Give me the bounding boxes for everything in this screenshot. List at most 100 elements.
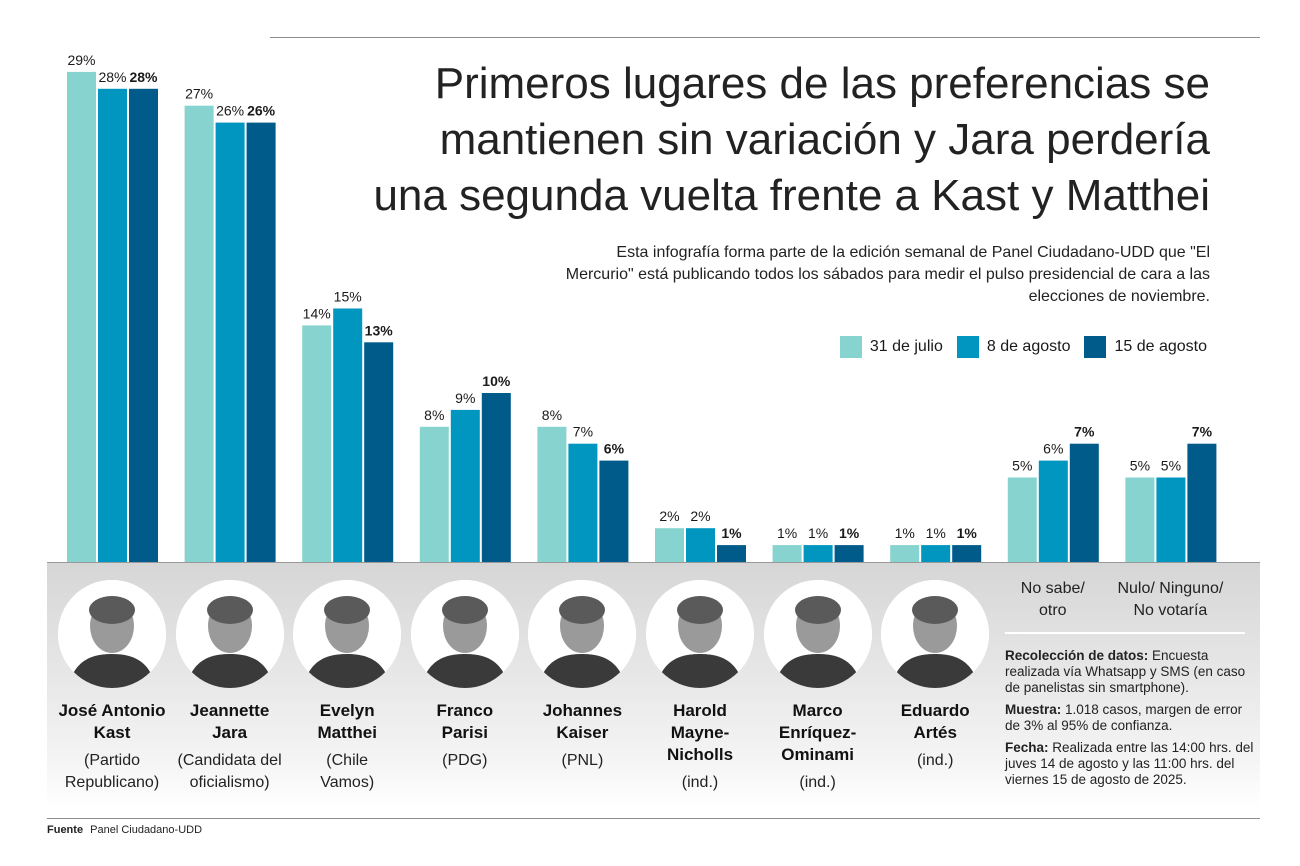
- bar-5-series-3: [599, 460, 629, 562]
- bar-10-series-2: [1156, 477, 1186, 562]
- value-label-9-series-3: 7%: [1074, 424, 1095, 440]
- value-label-8-series-2: 1%: [926, 525, 946, 541]
- bottom-rule: [47, 818, 1260, 819]
- legend-item-series-1: 31 de julio: [839, 336, 943, 358]
- bar-1-series-2: [98, 88, 127, 563]
- candidate-name: Marco Enríquez- Ominami: [759, 700, 877, 766]
- legend-swatch-series-1: [839, 336, 862, 358]
- candidate-name-line: Nicholls: [666, 745, 734, 764]
- candidate-name: Harold Mayne- Nicholls: [641, 700, 759, 766]
- candidate-name-line: Harold: [673, 701, 727, 720]
- value-label-1-series-3: 28%: [129, 69, 158, 85]
- source-text: Panel Ciudadano-UDD: [90, 824, 203, 836]
- bar-7-series-1: [772, 545, 802, 562]
- candidate-name-line: Evelyn: [319, 701, 375, 720]
- candidate-2: Jeannette Jara (Candidata del oficialismo): [171, 580, 289, 794]
- bar-2-series-1: [184, 105, 214, 562]
- value-label-4-series-1: 8%: [424, 407, 444, 423]
- value-label-10-series-1: 5%: [1130, 458, 1150, 474]
- legend-label-series-1: 31 de julio: [869, 338, 943, 355]
- bar-7-series-2: [803, 545, 833, 562]
- candidate-name-line: Franco: [436, 701, 494, 720]
- legend-label-series-2: 8 de agosto: [986, 338, 1071, 355]
- candidate-photo: [528, 580, 637, 688]
- candidate-name-line: Enríquez-: [778, 723, 857, 742]
- value-label-2-series-2: 26%: [216, 103, 244, 119]
- value-label-6-series-2: 2%: [690, 508, 710, 524]
- note-sample: Muestra: 1.018 casos, margen de error de…: [1005, 702, 1243, 733]
- value-label-1-series-2: 28%: [98, 69, 126, 85]
- candidate-party-line: Vamos): [320, 774, 375, 791]
- value-label-5-series-2: 7%: [573, 424, 593, 440]
- candidate-name-line: Ominami: [781, 745, 854, 764]
- bar-2-series-2: [215, 122, 245, 562]
- candidate-name: Evelyn Matthei: [288, 700, 406, 744]
- bar-8-series-1: [890, 545, 920, 562]
- candidate-7: Marco Enríquez- Ominami (ind.): [759, 580, 877, 794]
- value-label-4-series-2: 9%: [455, 390, 475, 406]
- value-label-3-series-1: 14%: [303, 305, 331, 321]
- candidate-party-line: (ind.): [916, 752, 954, 769]
- value-label-3-series-2: 15%: [334, 289, 362, 305]
- candidate-party-line: Republicano): [64, 774, 160, 791]
- bar-8-series-2: [921, 545, 951, 562]
- bar-5-series-2: [568, 443, 598, 562]
- bar-4-series-2: [450, 409, 480, 562]
- bar-5-series-1: [537, 426, 567, 562]
- bar-10-series-3: [1187, 443, 1217, 562]
- bar-7-series-3: [834, 545, 864, 562]
- candidate-photo: [58, 580, 166, 688]
- candidate-party-line: (ind.): [681, 774, 719, 791]
- candidate-party: (PNL): [523, 750, 641, 772]
- legend-swatch-series-2: [956, 336, 979, 358]
- bar-2-series-3: [246, 122, 276, 562]
- candidate-name: Eduardo Artés: [876, 700, 994, 744]
- bar-9-series-3: [1069, 443, 1099, 562]
- candidate-4: Franco Parisi (PDG): [406, 580, 524, 772]
- bar-6-series-2: [686, 528, 715, 562]
- candidate-photo: [763, 580, 872, 688]
- candidate-name-line: Parisi: [441, 723, 488, 742]
- bar-4-series-1: [419, 426, 449, 562]
- value-label-1-series-1: 29%: [67, 52, 95, 68]
- candidate-party: (Partido Republicano): [53, 750, 171, 794]
- candidate-party-line: (Chile: [326, 752, 369, 769]
- bar-3-series-3: [364, 342, 394, 562]
- option-label-line: No sabe/: [1020, 580, 1085, 597]
- candidate-party: (PDG): [406, 750, 524, 772]
- methodology-notes: Recolección de datos: Encuesta realizada…: [1005, 648, 1255, 794]
- legend-item-series-2: 8 de agosto: [956, 336, 1071, 358]
- candidate-photo: [175, 580, 284, 688]
- value-label-7-series-2: 1%: [808, 525, 828, 541]
- value-label-4-series-3: 10%: [482, 373, 511, 389]
- value-label-3-series-3: 13%: [365, 322, 394, 338]
- note-data-collection: Recolección de datos: Encuesta realizada…: [1005, 648, 1246, 695]
- chart-title: Primeros lugares de las preferencias se …: [373, 59, 1210, 220]
- value-label-9-series-2: 6%: [1043, 441, 1063, 457]
- value-label-8-series-1: 1%: [895, 525, 915, 541]
- candidate-party-line: (Partido: [83, 752, 141, 769]
- value-label-7-series-1: 1%: [777, 525, 797, 541]
- top-rule: [270, 37, 1260, 38]
- candidate-6: Harold Mayne- Nicholls (ind.): [641, 580, 759, 794]
- bar-6-series-1: [655, 528, 684, 562]
- candidate-party-line: (Candidata del: [177, 752, 282, 769]
- candidate-name-line: Kaiser: [556, 723, 609, 742]
- option-label-2: Nulo/ Ninguno/No votaría: [1111, 578, 1229, 622]
- candidate-name-line: Matthei: [317, 723, 377, 742]
- candidate-photo: [646, 580, 754, 688]
- candidate-8: Eduardo Artés (ind.): [876, 580, 994, 772]
- option-label-line: Nulo/ Ninguno/: [1117, 580, 1224, 597]
- candidate-photo: [293, 580, 402, 688]
- candidate-photo: [410, 580, 519, 688]
- option-label-line: otro: [1039, 602, 1067, 619]
- candidate-party-line: (ind.): [799, 774, 836, 791]
- bar-9-series-1: [1007, 477, 1037, 562]
- legend-label-series-3: 15 de agosto: [1114, 338, 1207, 355]
- legend-item-series-3: 15 de agosto: [1084, 336, 1207, 358]
- value-label-5-series-1: 8%: [542, 407, 562, 423]
- candidate-name: José Antonio Kast: [53, 700, 171, 744]
- candidate-party-line: oficialismo): [189, 774, 270, 791]
- value-label-6-series-3: 1%: [721, 525, 742, 541]
- source-label: Fuente: [47, 824, 84, 836]
